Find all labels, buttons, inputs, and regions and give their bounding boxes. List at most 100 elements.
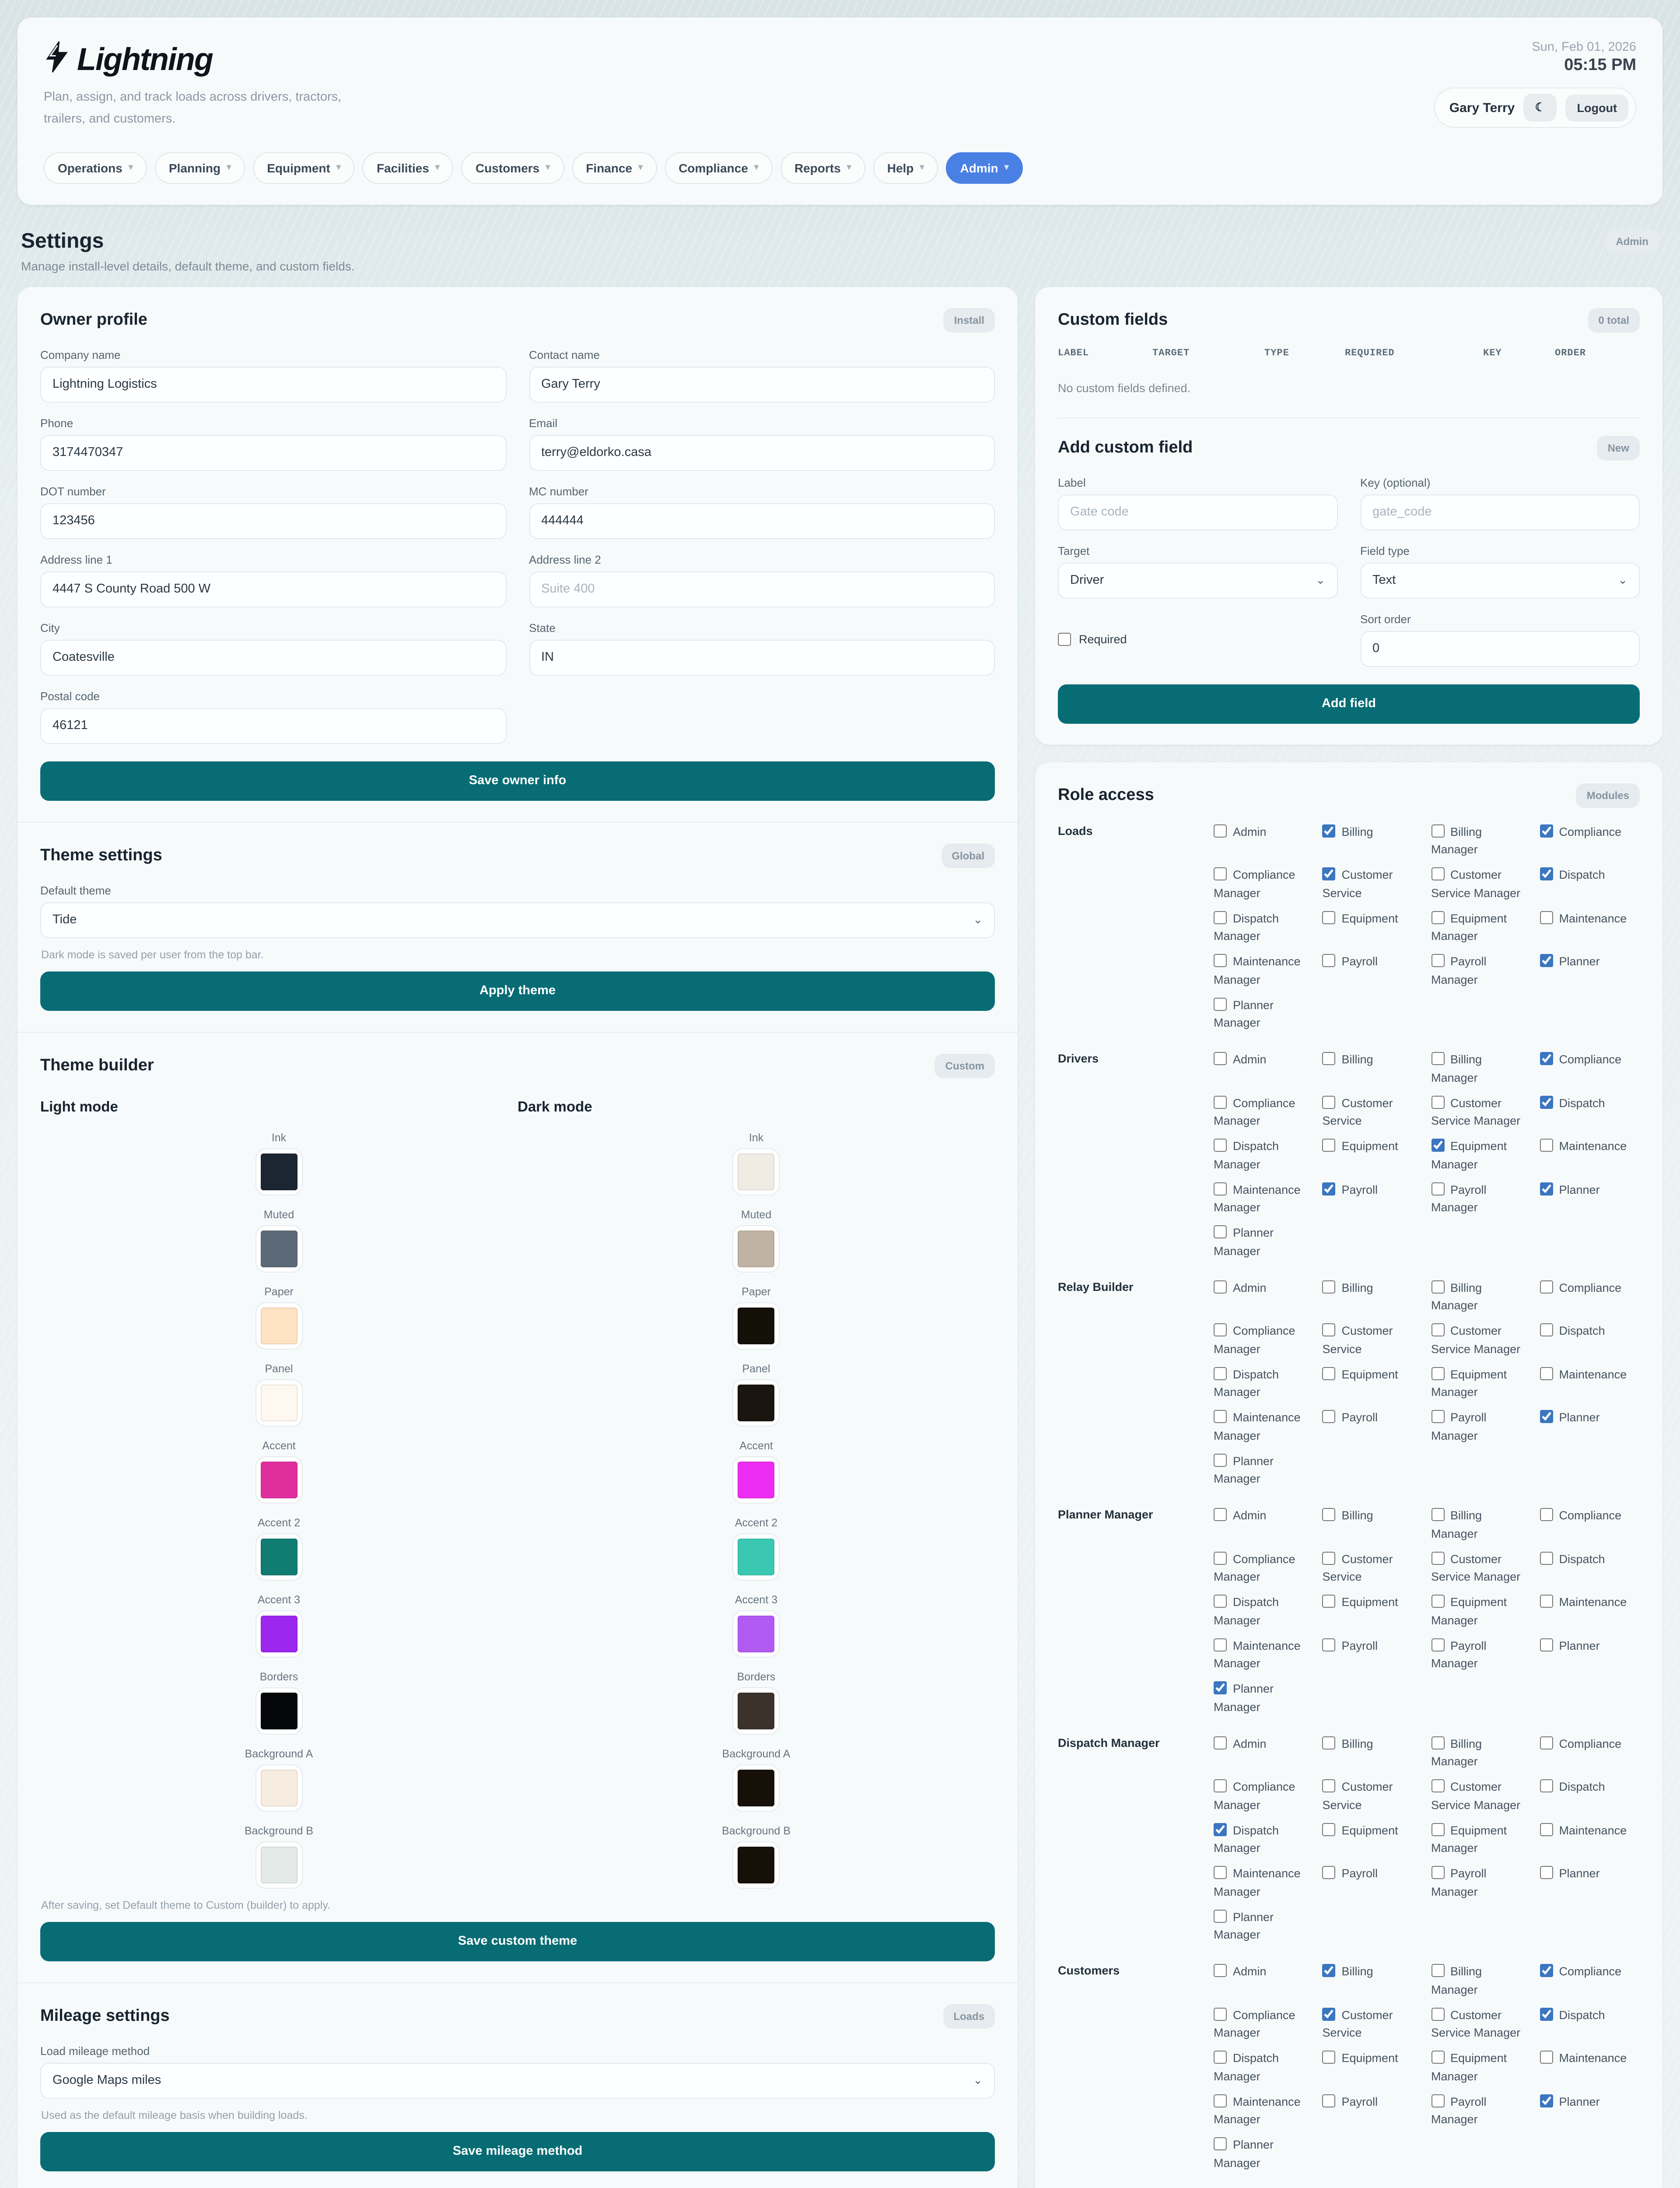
checkbox-planner-manager-payroll[interactable] [1322, 1638, 1336, 1652]
save-custom-theme-button[interactable]: Save custom theme [40, 1922, 995, 1961]
light-mode-accent-swatch[interactable] [255, 1456, 303, 1504]
light-mode-background-b-swatch[interactable] [255, 1841, 303, 1889]
checkbox-dispatch-manager-admin[interactable] [1214, 1736, 1227, 1750]
nav-item-equipment[interactable]: Equipment ▾ [253, 152, 355, 184]
state-input[interactable] [529, 639, 995, 676]
checkbox-relay-builder-billing[interactable] [1322, 1280, 1336, 1294]
checkbox-loads-customer-service[interactable] [1322, 867, 1336, 881]
dark-mode-ink-swatch[interactable] [732, 1148, 780, 1196]
checkbox-relay-builder-customer-service[interactable] [1322, 1323, 1336, 1337]
nav-item-planning[interactable]: Planning ▾ [154, 152, 245, 184]
checkbox-relay-builder-compliance-manager[interactable] [1214, 1323, 1227, 1337]
nav-item-help[interactable]: Help ▾ [873, 152, 938, 184]
nav-item-compliance[interactable]: Compliance ▾ [665, 152, 773, 184]
checkbox-dispatch-manager-payroll[interactable] [1322, 1866, 1336, 1879]
mc-number-input[interactable] [529, 503, 995, 539]
checkbox-loads-billing[interactable] [1322, 824, 1336, 838]
cf-required-checkbox[interactable] [1058, 633, 1071, 646]
checkbox-loads-compliance[interactable] [1540, 824, 1553, 838]
checkbox-relay-builder-equipment[interactable] [1322, 1367, 1336, 1380]
checkbox-dispatch-manager-compliance-manager[interactable] [1214, 1779, 1227, 1793]
checkbox-drivers-dispatch[interactable] [1540, 1095, 1553, 1109]
checkbox-customers-dispatch[interactable] [1540, 2007, 1553, 2021]
checkbox-customers-customer-service-manager[interactable] [1431, 2007, 1444, 2021]
checkbox-loads-compliance-manager[interactable] [1214, 867, 1227, 881]
checkbox-loads-payroll[interactable] [1322, 954, 1336, 968]
checkbox-drivers-payroll[interactable] [1322, 1182, 1336, 1196]
checkbox-customers-customer-service[interactable] [1322, 2007, 1336, 2021]
checkbox-dispatch-manager-customer-service-manager[interactable] [1431, 1779, 1444, 1793]
checkbox-drivers-equipment-manager[interactable] [1431, 1139, 1444, 1152]
dark-mode-accent-2-swatch[interactable] [732, 1533, 780, 1581]
checkbox-loads-planner[interactable] [1540, 954, 1553, 968]
light-mode-accent-2-swatch[interactable] [255, 1533, 303, 1581]
checkbox-relay-builder-equipment-manager[interactable] [1431, 1367, 1444, 1380]
checkbox-planner-manager-compliance[interactable] [1540, 1508, 1553, 1522]
dark-mode-panel-swatch[interactable] [732, 1379, 780, 1427]
checkbox-dispatch-manager-billing[interactable] [1322, 1736, 1336, 1750]
checkbox-planner-manager-compliance-manager[interactable] [1214, 1551, 1227, 1565]
checkbox-drivers-compliance[interactable] [1540, 1052, 1553, 1066]
dark-mode-toggle[interactable]: ☾ [1523, 94, 1557, 122]
checkbox-drivers-equipment[interactable] [1322, 1139, 1336, 1152]
checkbox-loads-admin[interactable] [1214, 824, 1227, 838]
checkbox-customers-equipment[interactable] [1322, 2051, 1336, 2064]
checkbox-planner-manager-admin[interactable] [1214, 1508, 1227, 1522]
light-mode-panel-swatch[interactable] [255, 1379, 303, 1427]
light-mode-accent-3-swatch[interactable] [255, 1610, 303, 1658]
checkbox-drivers-planner-manager[interactable] [1214, 1225, 1227, 1239]
nav-item-reports[interactable]: Reports ▾ [780, 152, 865, 184]
address-line-1-input[interactable] [40, 571, 506, 607]
light-mode-muted-swatch[interactable] [255, 1225, 303, 1273]
checkbox-loads-dispatch[interactable] [1540, 867, 1553, 881]
checkbox-relay-builder-customer-service-manager[interactable] [1431, 1323, 1444, 1337]
checkbox-dispatch-manager-equipment-manager[interactable] [1431, 1823, 1444, 1836]
checkbox-planner-manager-maintenance-manager[interactable] [1214, 1638, 1227, 1652]
dark-mode-borders-swatch[interactable] [732, 1687, 780, 1735]
checkbox-dispatch-manager-compliance[interactable] [1540, 1736, 1553, 1750]
cf-target-select[interactable]: Driver ⌄ [1058, 562, 1337, 599]
dot-number-input[interactable] [40, 503, 506, 539]
logout-button[interactable]: Logout [1565, 94, 1628, 121]
checkbox-drivers-customer-service[interactable] [1322, 1095, 1336, 1109]
light-mode-borders-swatch[interactable] [255, 1687, 303, 1735]
checkbox-customers-payroll[interactable] [1322, 2094, 1336, 2107]
checkbox-customers-maintenance-manager[interactable] [1214, 2094, 1227, 2107]
checkbox-relay-builder-planner[interactable] [1540, 1410, 1553, 1424]
checkbox-planner-manager-maintenance[interactable] [1540, 1595, 1553, 1608]
checkbox-customers-compliance[interactable] [1540, 1964, 1553, 1978]
checkbox-drivers-compliance-manager[interactable] [1214, 1095, 1227, 1109]
dark-mode-muted-swatch[interactable] [732, 1225, 780, 1273]
checkbox-loads-payroll-manager[interactable] [1431, 954, 1444, 968]
checkbox-dispatch-manager-customer-service[interactable] [1322, 1779, 1336, 1793]
save-owner-info-button[interactable]: Save owner info [40, 761, 995, 801]
checkbox-planner-manager-customer-service[interactable] [1322, 1551, 1336, 1565]
checkbox-relay-builder-billing-manager[interactable] [1431, 1280, 1444, 1294]
checkbox-drivers-customer-service-manager[interactable] [1431, 1095, 1444, 1109]
cf-sort-input[interactable] [1360, 631, 1640, 667]
checkbox-planner-manager-planner[interactable] [1540, 1638, 1553, 1652]
contact-name-input[interactable] [529, 366, 995, 403]
checkbox-planner-manager-payroll-manager[interactable] [1431, 1638, 1444, 1652]
checkbox-relay-builder-payroll-manager[interactable] [1431, 1410, 1444, 1424]
checkbox-drivers-payroll-manager[interactable] [1431, 1182, 1444, 1196]
checkbox-relay-builder-payroll[interactable] [1322, 1410, 1336, 1424]
checkbox-customers-dispatch-manager[interactable] [1214, 2051, 1227, 2064]
nav-item-facilities[interactable]: Facilities ▾ [362, 152, 454, 184]
checkbox-customers-maintenance[interactable] [1540, 2051, 1553, 2064]
checkbox-dispatch-manager-dispatch[interactable] [1540, 1779, 1553, 1793]
checkbox-customers-billing[interactable] [1322, 1964, 1336, 1978]
checkbox-relay-builder-compliance[interactable] [1540, 1280, 1553, 1294]
checkbox-planner-manager-planner-manager[interactable] [1214, 1681, 1227, 1695]
checkbox-planner-manager-dispatch[interactable] [1540, 1551, 1553, 1565]
checkbox-customers-billing-manager[interactable] [1431, 1964, 1444, 1978]
checkbox-dispatch-manager-dispatch-manager[interactable] [1214, 1823, 1227, 1836]
city-input[interactable] [40, 639, 506, 676]
checkbox-dispatch-manager-billing-manager[interactable] [1431, 1736, 1444, 1750]
checkbox-drivers-maintenance-manager[interactable] [1214, 1182, 1227, 1196]
checkbox-loads-dispatch-manager[interactable] [1214, 911, 1227, 924]
save-mileage-method-button[interactable]: Save mileage method [40, 2132, 995, 2171]
checkbox-loads-maintenance-manager[interactable] [1214, 954, 1227, 968]
phone-input[interactable] [40, 435, 506, 471]
checkbox-loads-customer-service-manager[interactable] [1431, 867, 1444, 881]
